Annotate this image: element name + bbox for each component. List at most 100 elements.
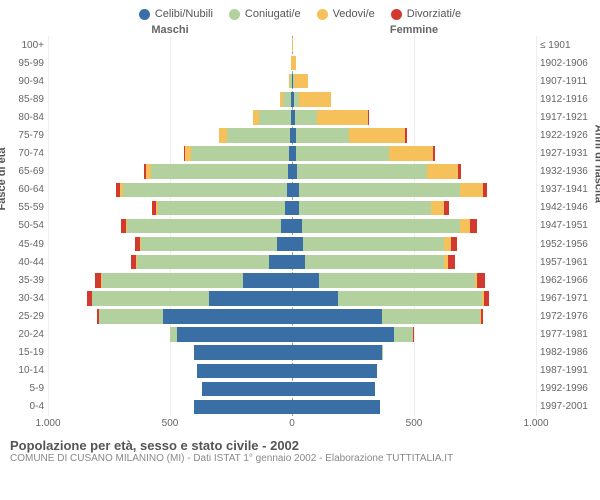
bar-segment-single [292, 183, 299, 197]
bar-segment-single [269, 255, 292, 269]
birth-year-label: 1917-1921 [536, 108, 600, 126]
female-half [292, 126, 536, 144]
birth-year-label: 1997-2001 [536, 398, 600, 416]
bar-row [48, 344, 536, 362]
male-half [48, 235, 292, 253]
bar-segment-single [281, 219, 292, 233]
legend-swatch [317, 9, 328, 20]
male-half [48, 163, 292, 181]
bar-segment-married [296, 128, 350, 142]
bar-segment-widowed [431, 201, 444, 215]
bar-row [48, 307, 536, 325]
age-label: 75-79 [0, 126, 48, 144]
chart-area: Fasce di età Anni di nascita 100+95-9990… [0, 36, 600, 416]
stacked-bar [184, 146, 292, 160]
age-label: 95-99 [0, 54, 48, 72]
stacked-bar [152, 201, 292, 215]
bar-row [48, 271, 536, 289]
birth-year-label: 1902-1906 [536, 54, 600, 72]
stacked-bar [280, 92, 292, 106]
bar-segment-divorced [477, 273, 484, 287]
age-label: 40-44 [0, 253, 48, 271]
x-axis: 1.00050005001.000 [0, 416, 600, 434]
stacked-bar [95, 273, 292, 287]
bar-segment-married [92, 291, 209, 305]
bar-segment-single [209, 291, 292, 305]
header-male: Maschi [48, 24, 292, 36]
stacked-bar [87, 291, 292, 305]
birth-year-label: 1932-1936 [536, 163, 600, 181]
stacked-bar [292, 364, 377, 378]
female-half [292, 289, 536, 307]
female-half [292, 253, 536, 271]
birth-year-label: 1962-1966 [536, 271, 600, 289]
bar-segment-single [292, 219, 302, 233]
bar-segment-married [303, 237, 445, 251]
x-tick-label: 0 [289, 418, 295, 429]
birth-year-label: 1947-1951 [536, 217, 600, 235]
bar-row [48, 54, 536, 72]
bar-segment-single [292, 327, 394, 341]
bar-segment-married [137, 255, 269, 269]
male-half [48, 90, 292, 108]
bar-segment-divorced [484, 291, 489, 305]
bar-segment-single [292, 255, 305, 269]
x-tick-label: 1.000 [35, 418, 60, 429]
bar-segment-single [194, 400, 292, 414]
age-label: 35-39 [0, 271, 48, 289]
legend-swatch [229, 9, 240, 20]
bar-segment-single [197, 364, 292, 378]
bar-segment-married [283, 92, 292, 106]
bar-segment-divorced [481, 309, 483, 323]
bar-segment-single [292, 309, 382, 323]
age-label: 10-14 [0, 362, 48, 380]
bar-row [48, 181, 536, 199]
bar-segment-single [292, 345, 382, 359]
bar-segment-divorced [458, 164, 461, 178]
female-half [292, 145, 536, 163]
x-tick-label: 500 [406, 418, 423, 429]
female-half [292, 380, 536, 398]
bar-segment-single [243, 273, 292, 287]
stacked-bar [253, 110, 292, 124]
male-half [48, 54, 292, 72]
bar-segment-married [382, 309, 480, 323]
bar-segment-married [141, 237, 278, 251]
birth-year-label: 1912-1916 [536, 90, 600, 108]
chart-title: Popolazione per età, sesso e stato civil… [10, 438, 590, 453]
bar-segment-married [297, 164, 426, 178]
bar-segment-widowed [219, 128, 226, 142]
bar-segment-single [277, 237, 292, 251]
bar-segment-married [158, 201, 285, 215]
female-half [292, 54, 536, 72]
bar-segment-married [227, 128, 290, 142]
bar-segment-divorced [405, 128, 406, 142]
female-half [292, 235, 536, 253]
bar-row [48, 380, 536, 398]
stacked-bar [292, 219, 477, 233]
birth-year-label: 1937-1941 [536, 181, 600, 199]
bar-segment-widowed [460, 219, 470, 233]
bar-segment-widowed [299, 92, 331, 106]
bar-segment-single [292, 291, 338, 305]
male-half [48, 380, 292, 398]
bar-segment-single [292, 364, 377, 378]
stacked-bar [292, 56, 296, 70]
legend: Celibi/NubiliConiugati/eVedovi/eDivorzia… [0, 0, 600, 24]
stacked-bar [292, 146, 435, 160]
bar-segment-married [299, 201, 431, 215]
legend-label: Divorziati/e [407, 8, 461, 20]
stacked-bar [194, 345, 292, 359]
bar-segment-married [99, 309, 162, 323]
bar-segment-single [163, 309, 292, 323]
age-label: 100+ [0, 36, 48, 54]
stacked-bar [292, 38, 293, 52]
bar-segment-married [338, 291, 482, 305]
female-half [292, 344, 536, 362]
y-axis-age: 100+95-9990-9485-8980-8475-7970-7465-696… [0, 36, 48, 416]
stacked-bar [292, 74, 308, 88]
stacked-bar [292, 273, 485, 287]
bar-row [48, 289, 536, 307]
bar-row [48, 253, 536, 271]
female-half [292, 217, 536, 235]
